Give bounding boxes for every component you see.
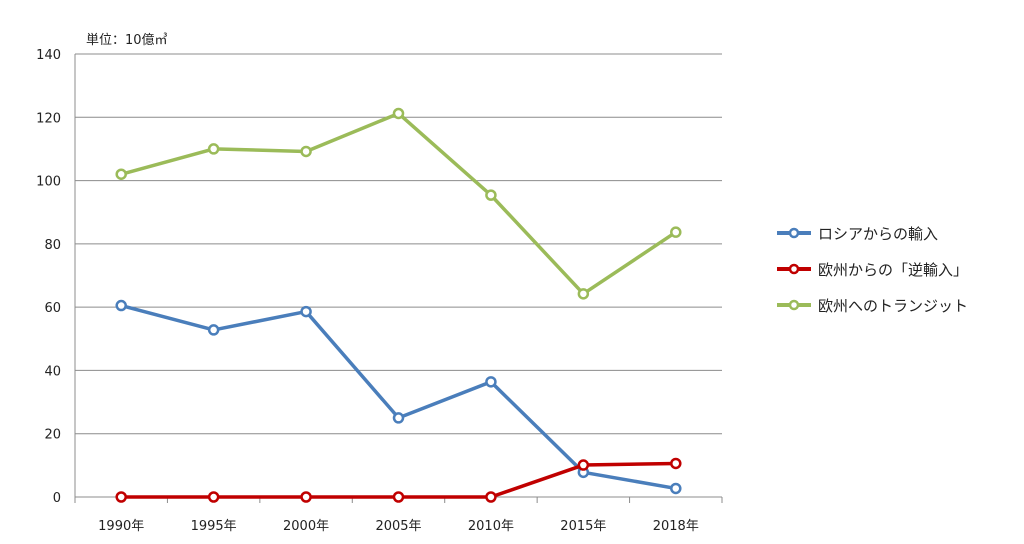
data-point [392, 412, 405, 424]
data-point [577, 288, 590, 300]
x-tick-label: 1995年 [191, 519, 237, 534]
data-point [577, 459, 590, 471]
legend-label: 欧州へのトランジット [818, 296, 969, 315]
x-tick-label: 2005年 [375, 519, 421, 534]
x-tick-label: 2000年 [283, 519, 329, 534]
x-tick-label: 2015年 [560, 519, 606, 534]
gridlines [75, 53, 722, 435]
series-lines [119, 111, 678, 499]
y-tick-label: 100 [36, 175, 61, 190]
series-points [115, 107, 682, 503]
legend-item-reverse-import: 欧州からの「逆輸入」 [776, 256, 968, 282]
y-tick-label: 0 [53, 491, 61, 506]
legend-swatch [776, 226, 812, 240]
data-point [207, 143, 220, 155]
data-point [485, 189, 497, 201]
data-point [207, 324, 220, 336]
data-point [300, 305, 312, 318]
x-tick-label: 2010年 [468, 519, 514, 534]
data-point [392, 107, 405, 120]
data-point [300, 491, 312, 503]
data-point [670, 482, 682, 495]
data-point [115, 168, 127, 180]
y-tick-label: 120 [36, 111, 61, 126]
data-point [485, 376, 497, 388]
y-tick-label: 140 [36, 48, 61, 63]
data-point [300, 145, 312, 158]
data-point [485, 491, 497, 503]
series-line-2 [119, 111, 678, 296]
legend-swatch [776, 298, 812, 312]
data-point [670, 226, 682, 238]
series-line-0 [119, 303, 678, 491]
data-point [115, 299, 127, 312]
legend-swatch [776, 262, 812, 276]
y-tick-label: 20 [44, 428, 61, 443]
legend-item-russia-import: ロシアからの輸入 [776, 220, 968, 246]
legend: ロシアからの輸入 欧州からの「逆輸入」 欧州へのトランジット [776, 220, 968, 328]
legend-label: 欧州からの「逆輸入」 [818, 260, 969, 279]
y-tick-label: 80 [44, 238, 61, 253]
y-tick-label: 60 [44, 301, 61, 316]
unit-label: 単位：10億㎥ [86, 33, 168, 48]
legend-item-transit: 欧州へのトランジット [776, 292, 968, 318]
x-tick-label: 2018年 [653, 519, 699, 534]
data-point [670, 457, 682, 470]
y-tick-label: 40 [44, 364, 61, 379]
x-tick-label: 1990年 [98, 519, 144, 534]
data-point [392, 491, 405, 503]
data-point [115, 491, 127, 503]
data-point [207, 491, 220, 503]
legend-label: ロシアからの輸入 [818, 224, 939, 243]
